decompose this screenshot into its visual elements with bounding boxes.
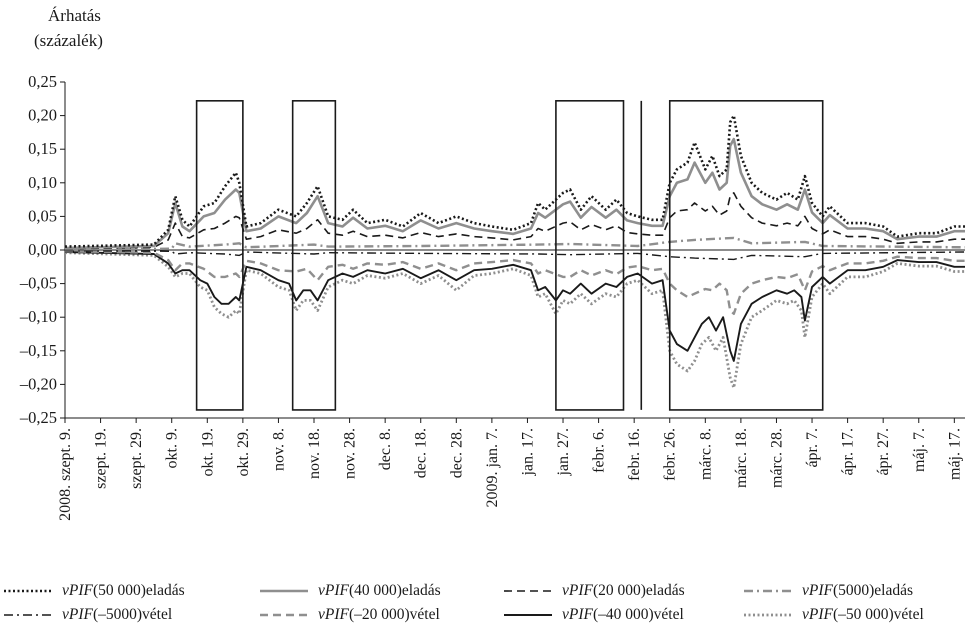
legend-label-prefix: vPIF (318, 606, 349, 623)
legend-label-prefix: vPIF (562, 582, 593, 599)
y-tick-label: 0,05 (28, 206, 57, 225)
x-tick-label: okt. 29. (235, 428, 252, 476)
highlight-box (291, 100, 337, 411)
y-tick-label: 0,25 (28, 72, 57, 91)
x-tick-label: márc. 18. (733, 428, 750, 488)
x-tick-label: ápr. 17. (840, 428, 857, 476)
x-tick-label: nov. 28. (342, 428, 359, 479)
legend-label: (50 000)eladás (92, 582, 185, 599)
highlight-box (195, 100, 244, 411)
legend-swatch (504, 590, 552, 592)
legend-item: vPIF (50 000)eladás (2, 582, 185, 600)
legend-label-prefix: vPIF (62, 606, 93, 623)
legend-item: vPIF (–5000)vétel (2, 606, 172, 624)
legend-label: (–40 000)vétel (592, 606, 684, 623)
legend-swatch (4, 614, 52, 616)
x-tick-label: szept. 19. (93, 428, 110, 489)
x-tick-label: 2008. szept. 9. (57, 428, 74, 521)
legend-swatch (260, 589, 308, 593)
legend-item: vPIF (–50 000)vétel (742, 606, 924, 624)
legend-label: (–50 000)vétel (832, 606, 924, 623)
y-tick-label: 0,10 (28, 173, 57, 192)
series-line-2 (64, 137, 965, 250)
x-tick-label: febr. 6. (591, 428, 608, 473)
legend-label: (40 000)eladás (348, 582, 441, 599)
x-tick-label: dec. 8. (377, 428, 394, 470)
x-tick-label: febr. 26. (662, 428, 679, 481)
legend-swatch (260, 613, 308, 617)
x-tick-label: szept. 29. (128, 428, 145, 489)
x-tick-label: jan. 27. (555, 428, 572, 477)
x-tick-label: jan. 17. (519, 428, 536, 477)
series-line-3 (64, 192, 965, 250)
x-tick-label: febr. 16. (626, 428, 643, 481)
x-tick-label: máj. 17. (946, 428, 963, 480)
legend-item: vPIF (–20 000)vétel (258, 606, 440, 624)
y-tick-label: 0,15 (28, 139, 57, 158)
legend-label: (20 000)eladás (592, 582, 685, 599)
series-line-8 (64, 251, 965, 390)
series-line-5 (64, 250, 966, 261)
y-tick-label: –0,10 (19, 307, 57, 326)
y-tick-label: –0,25 (19, 408, 57, 427)
legend-label-prefix: vPIF (62, 582, 93, 599)
x-tick-label: nov. 8. (270, 428, 287, 471)
legend-item: vPIF (20 000)eladás (502, 582, 685, 600)
series-line-1 (64, 114, 965, 248)
y-tick-label: 0,20 (28, 106, 57, 125)
x-tick-label: dec. 18. (413, 428, 430, 478)
legend-item: vPIF (40 000)eladás (258, 582, 441, 600)
y-axis-title-line1: Árhatás (48, 6, 101, 25)
y-tick-label: –0,05 (19, 274, 57, 293)
highlight-box (555, 100, 625, 411)
legend: vPIF (50 000)eladás vPIF (40 000)eladás vPIF… (0, 582, 978, 632)
x-tick-label: márc. 28. (768, 428, 785, 488)
legend-label: (–5000)vétel (92, 606, 173, 623)
y-tick-label: 0,00 (28, 240, 57, 259)
legend-label-prefix: vPIF (562, 606, 593, 623)
x-tick-label: dec. 28. (448, 428, 465, 478)
x-tick-label: 2009. jan. 7. (484, 428, 501, 508)
legend-swatch (744, 613, 792, 617)
legend-label-prefix: vPIF (802, 606, 833, 623)
legend-item: vPIF (–40 000)vétel (502, 606, 684, 624)
x-tick-label: okt. 19. (199, 428, 216, 476)
legend-label-prefix: vPIF (318, 582, 349, 599)
x-tick-label: máj. 7. (911, 428, 928, 472)
x-tick-label: ápr. 27. (875, 428, 892, 476)
y-tick-label: –0,20 (19, 374, 57, 393)
y-axis-title-line2: (százalék) (34, 31, 103, 50)
legend-swatch (744, 589, 792, 593)
highlight-box (668, 100, 824, 411)
x-tick-label: okt. 9. (164, 428, 181, 468)
x-tick-label: ápr. 7. (804, 428, 821, 468)
legend-label-prefix: vPIF (802, 582, 833, 599)
x-tick-label: márc. 8. (697, 428, 714, 480)
y-tick-label: –0,15 (19, 341, 57, 360)
legend-label: (5000)eladás (832, 582, 914, 599)
legend-label: (–20 000)vétel (348, 606, 440, 623)
series-line-4 (64, 236, 966, 251)
x-tick-label: nov. 18. (306, 428, 323, 479)
line-chart: 0,25 0,20 0,15 0,10 0,05 0,00 –0,05 –0,10 –0,15 –… (19, 72, 966, 521)
legend-swatch (504, 614, 552, 616)
series-line-6 (64, 250, 965, 315)
legend-item: vPIF (5000)eladás (742, 582, 913, 600)
legend-swatch (4, 589, 52, 593)
